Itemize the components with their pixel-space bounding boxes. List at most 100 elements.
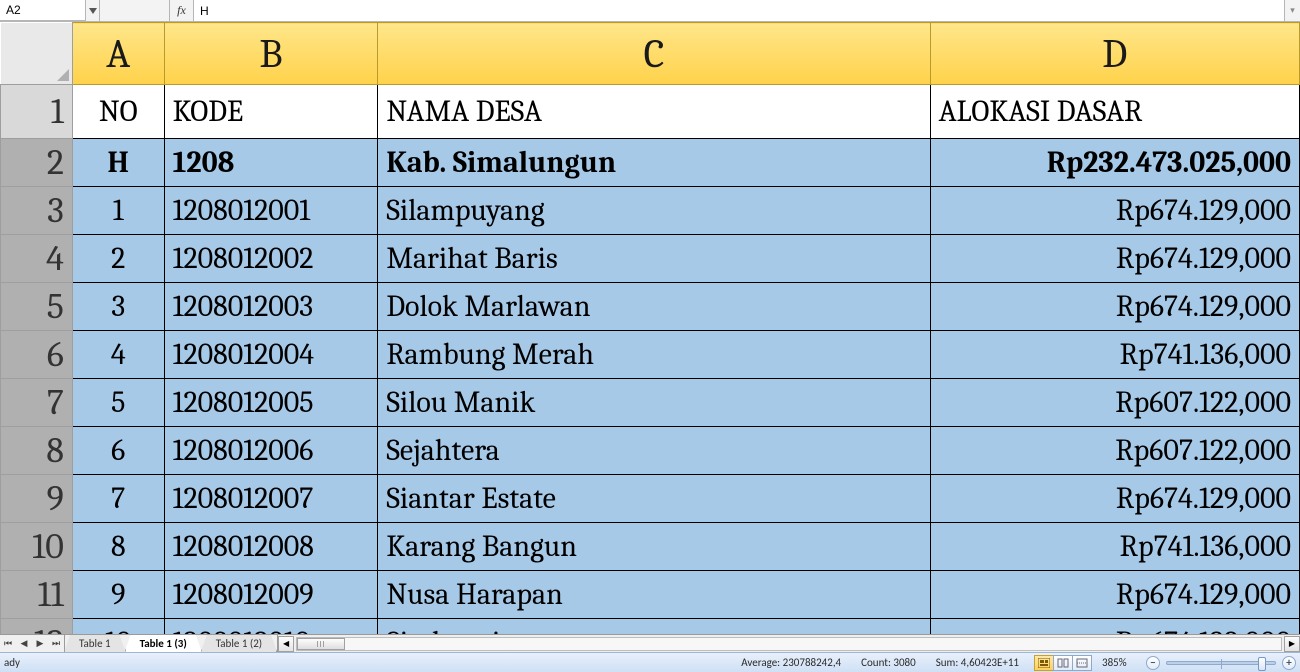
cell[interactable]: Rp607.122,000 <box>930 379 1299 427</box>
spreadsheet-app: A2 fx H ▾ A B <box>0 0 1300 672</box>
cell[interactable]: Nusa Harapan <box>378 571 930 619</box>
cell[interactable]: 8 <box>72 523 164 571</box>
cell[interactable]: 1208 <box>164 139 378 187</box>
cell[interactable]: 1208012002 <box>164 235 378 283</box>
zoom-slider[interactable] <box>1166 661 1276 665</box>
cell[interactable]: 1208012003 <box>164 283 378 331</box>
row-header[interactable]: 9 <box>1 475 73 523</box>
cell[interactable]: Rp674.129,000 <box>930 283 1299 331</box>
cell[interactable]: 1208012004 <box>164 331 378 379</box>
cell[interactable]: 1208012008 <box>164 523 378 571</box>
row-header[interactable]: 6 <box>1 331 73 379</box>
cell[interactable]: 1208012009 <box>164 571 378 619</box>
cell[interactable]: Rambung Merah <box>378 331 930 379</box>
view-mode-buttons <box>1035 655 1092 671</box>
row-header[interactable]: 8 <box>1 427 73 475</box>
cell[interactable]: 7 <box>72 475 164 523</box>
row-header[interactable]: 5 <box>1 283 73 331</box>
cell[interactable]: H <box>72 139 164 187</box>
cell[interactable]: NAMA DESA <box>378 85 930 139</box>
row-header[interactable]: 10 <box>1 523 73 571</box>
tab-first-button[interactable]: ⏮ <box>0 635 16 652</box>
cell[interactable]: ALOKASI DASAR <box>930 85 1299 139</box>
cell[interactable]: Karang Bangun <box>378 523 930 571</box>
table-row: 311208012001SilampuyangRp674.129,000 <box>1 187 1300 235</box>
tab-next-button[interactable]: ▶ <box>32 635 48 652</box>
formula-bar-expand[interactable]: ▾ <box>1284 0 1300 21</box>
cell[interactable]: NO <box>72 85 164 139</box>
cell[interactable]: Rp674.129,000 <box>930 571 1299 619</box>
table-row: 12101208012010SitalasariRp674.129,000 <box>1 619 1300 635</box>
cell[interactable]: Rp674.129,000 <box>930 235 1299 283</box>
tab-prev-button[interactable]: ◀ <box>16 635 32 652</box>
cell[interactable]: Rp674.129,000 <box>930 475 1299 523</box>
zoom-in-button[interactable]: + <box>1282 656 1296 670</box>
zoom-out-button[interactable]: − <box>1146 656 1160 670</box>
hscroll-right-button[interactable]: ▶ <box>1284 636 1300 652</box>
row-header[interactable]: 1 <box>1 85 73 139</box>
cell[interactable]: 1208012007 <box>164 475 378 523</box>
formula-value: H <box>200 4 209 18</box>
cell[interactable]: Sitalasari <box>378 619 930 635</box>
col-header-c[interactable]: C <box>378 23 930 85</box>
row-header[interactable]: 7 <box>1 379 73 427</box>
view-page-layout-button[interactable] <box>1053 655 1073 671</box>
row-header[interactable]: 11 <box>1 571 73 619</box>
sheet-tabs: Table 1Table 1 (3)Table 1 (2) <box>65 635 277 652</box>
cell[interactable]: 3 <box>72 283 164 331</box>
sheet-tab-bar: ⏮ ◀ ▶ ⏭ Table 1Table 1 (3)Table 1 (2) ◀ … <box>0 634 1300 652</box>
cell[interactable]: Silou Manik <box>378 379 930 427</box>
view-page-break-button[interactable] <box>1072 655 1092 671</box>
cell[interactable]: 1 <box>72 187 164 235</box>
row-header[interactable]: 3 <box>1 187 73 235</box>
hscroll-left-button[interactable]: ◀ <box>278 636 294 652</box>
cell[interactable]: Rp232.473.025,000 <box>930 139 1299 187</box>
cell[interactable]: Dolok Marlawan <box>378 283 930 331</box>
cell[interactable]: Silampuyang <box>378 187 930 235</box>
cell[interactable]: 10 <box>72 619 164 635</box>
cell[interactable]: 1208012001 <box>164 187 378 235</box>
cell[interactable]: Rp741.136,000 <box>930 523 1299 571</box>
tab-last-button[interactable]: ⏭ <box>48 635 64 652</box>
select-all-corner[interactable] <box>1 23 73 85</box>
cell[interactable]: 5 <box>72 379 164 427</box>
col-header-d[interactable]: D <box>930 23 1299 85</box>
row-header[interactable]: 2 <box>1 139 73 187</box>
table-row: 861208012006SejahteraRp607.122,000 <box>1 427 1300 475</box>
cell[interactable]: Rp674.129,000 <box>930 187 1299 235</box>
col-header-b[interactable]: B <box>164 23 378 85</box>
col-header-a[interactable]: A <box>72 23 164 85</box>
sheet-tab[interactable]: Table 1 (3) <box>125 635 202 652</box>
cell[interactable]: Rp674.129,000 <box>930 619 1299 635</box>
name-box[interactable]: A2 <box>0 0 86 21</box>
cell[interactable]: Sejahtera <box>378 427 930 475</box>
cell[interactable]: 1208012006 <box>164 427 378 475</box>
sheet-tab[interactable]: Table 1 (2) <box>201 635 277 652</box>
status-average: Average: 230788242,4 <box>741 656 841 669</box>
cell[interactable]: Rp741.136,000 <box>930 331 1299 379</box>
cell[interactable]: 6 <box>72 427 164 475</box>
cell[interactable]: 4 <box>72 331 164 379</box>
cell[interactable]: Marihat Baris <box>378 235 930 283</box>
cell[interactable]: KODE <box>164 85 378 139</box>
row-header[interactable]: 4 <box>1 235 73 283</box>
cell[interactable]: Rp607.122,000 <box>930 427 1299 475</box>
formula-input[interactable]: H <box>194 0 1284 21</box>
cell[interactable]: 1208012005 <box>164 379 378 427</box>
sheet-tab[interactable]: Table 1 <box>64 635 126 652</box>
cell[interactable]: 1208012010 <box>164 619 378 635</box>
view-normal-button[interactable] <box>1034 655 1054 671</box>
row-header[interactable]: 12 <box>1 619 73 635</box>
cell[interactable]: Siantar Estate <box>378 475 930 523</box>
zoom-slider-thumb[interactable] <box>1258 657 1266 671</box>
fx-icon[interactable]: fx <box>170 0 194 21</box>
hscroll-thumb[interactable] <box>297 638 345 650</box>
name-box-dropdown[interactable] <box>86 0 100 21</box>
hscroll-track[interactable] <box>296 637 1282 651</box>
worksheet-grid[interactable]: A B C D 1NOKODENAMA DESAALOKASI DASAR2H1… <box>0 22 1300 634</box>
cell[interactable]: 2 <box>72 235 164 283</box>
cell[interactable]: Kab. Simalungun <box>378 139 930 187</box>
horizontal-scrollbar[interactable]: ◀ ▶ <box>277 635 1300 652</box>
zoom-percent-label[interactable]: 385% <box>1102 656 1146 669</box>
cell[interactable]: 9 <box>72 571 164 619</box>
